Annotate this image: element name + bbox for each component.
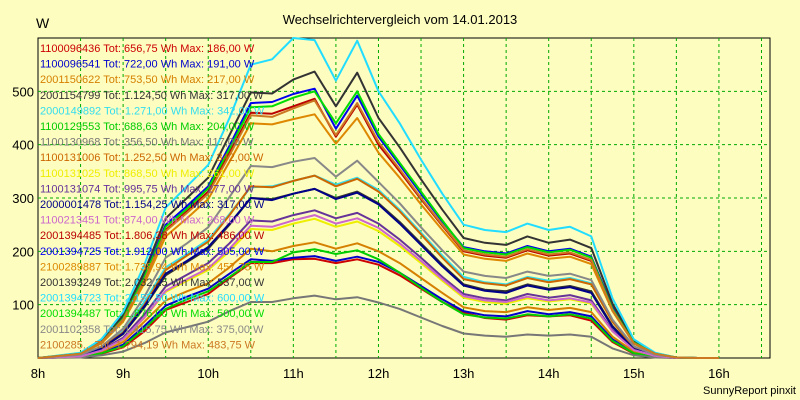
x-tick-4: 11h: [283, 366, 304, 381]
legend-entry-11: 2000001478 Tot: 1.154,25 Wh Max: 317,00 …: [40, 199, 265, 211]
series-line-17: [37, 37, 719, 359]
y-tick-4: 400: [12, 138, 34, 153]
legend-entry-20: 2100285... Tot: 1.?94,19 Wh Max: 483,75 …: [40, 339, 256, 351]
x-tick-7: 14h: [538, 366, 560, 381]
legend-entry-12: 1100213451 Tot: 874,00 Wh Max: 268,00 W: [40, 215, 255, 227]
x-axis-ticks: 8h 9h 10h 11h 12h 13h 14h 15h 16h: [31, 366, 730, 381]
legend-entry-2: 1100096541 Tot: 722,00 Wh Max: 191,00 W: [40, 59, 255, 71]
y-axis-unit: W: [36, 15, 50, 31]
x-tick-3: 10h: [197, 366, 219, 381]
series-line-16: [37, 70, 719, 359]
series-line-8: [37, 174, 719, 359]
y-tick-2: 200: [12, 244, 34, 259]
legend-entry-3: 2001150622 Tot: 753,50 Wh Max: 217,00 W: [40, 74, 255, 86]
footer-credit: SunnyReport pinxit: [703, 385, 796, 397]
y-axis-ticks: 100 200 300 400 500: [12, 84, 34, 312]
y-tick-1: 100: [12, 298, 34, 313]
chart-title: Wechselrichtervergleich vom 14.01.2013: [283, 12, 518, 27]
series-lines: [37, 37, 719, 359]
series-line-12: [37, 214, 719, 359]
legend-entry-19: 2001102358 Tot: 1.415,75 Wh Max: 375,00 …: [40, 324, 264, 336]
x-tick-1: 8h: [31, 366, 45, 381]
x-tick-9: 16h: [708, 366, 730, 381]
legend-entry-6: 1100129553 Tot: 688,63 Wh Max: 204,00 W: [40, 121, 255, 133]
series-line-6: [37, 248, 719, 359]
legend-entry-7: 1100130968 Tot: 356,50 Wh Max: 117,00 W: [40, 137, 254, 149]
legend-entry-9: 1100131025 Tot: 868,50 Wh Max: 261,00 W: [40, 168, 255, 180]
x-tick-5: 12h: [368, 366, 390, 381]
series-line-11: [37, 187, 719, 359]
legend-entry-15: 2100289887 Tot: 1.738,94 Wh Max: 457,75 …: [40, 261, 265, 273]
series-line-3: [37, 241, 719, 359]
x-tick-6: 13h: [453, 366, 475, 381]
legend-entry-1: 1100096436 Tot: 656,75 Wh Max: 186,00 W: [40, 43, 255, 55]
legend-entry-4: 2001154799 Tot: 1.124,50 Wh Max: 317,00 …: [40, 90, 264, 102]
y-tick-3: 300: [12, 191, 34, 206]
y-tick-5: 500: [12, 84, 34, 99]
legend-entry-17: 2001394723 Tot: 2.157,50 Wh Max: 600,00 …: [40, 293, 265, 305]
x-tick-2: 9h: [116, 366, 130, 381]
series-line-19: [37, 157, 719, 359]
series-line-7: [37, 294, 719, 359]
legend-entry-16: 2001393249 Tot: 2.032,25 Wh Max: 537,00 …: [40, 277, 265, 289]
series-line-20: [37, 99, 719, 359]
legend-entry-13: 2001394485 Tot: 1.806,38 Wh Max: 486,00 …: [40, 230, 265, 242]
legend-entry-5: 2000149892 Tot: 1.271,00 Wh Max: 342,00 …: [40, 105, 265, 117]
legend: 1100096436 Tot: 656,75 Wh Max: 186,00 W 1…: [40, 43, 265, 351]
legend-entry-14: 2001394725 Tot: 1.912,00 Wh Max: 505,00 …: [40, 246, 265, 258]
legend-entry-10: 1100131074 Tot: 995,75 Wh Max: 277,00 W: [40, 183, 255, 195]
legend-entry-8: 1100131006 Tot: 1.252,50 Wh Max: 342,00 …: [40, 152, 264, 164]
series-line-2: [37, 255, 719, 359]
legend-entry-18: 2001394487 Tot: 1.876,00 Wh Max: 500,00 …: [40, 308, 265, 320]
x-tick-8: 15h: [623, 366, 645, 381]
